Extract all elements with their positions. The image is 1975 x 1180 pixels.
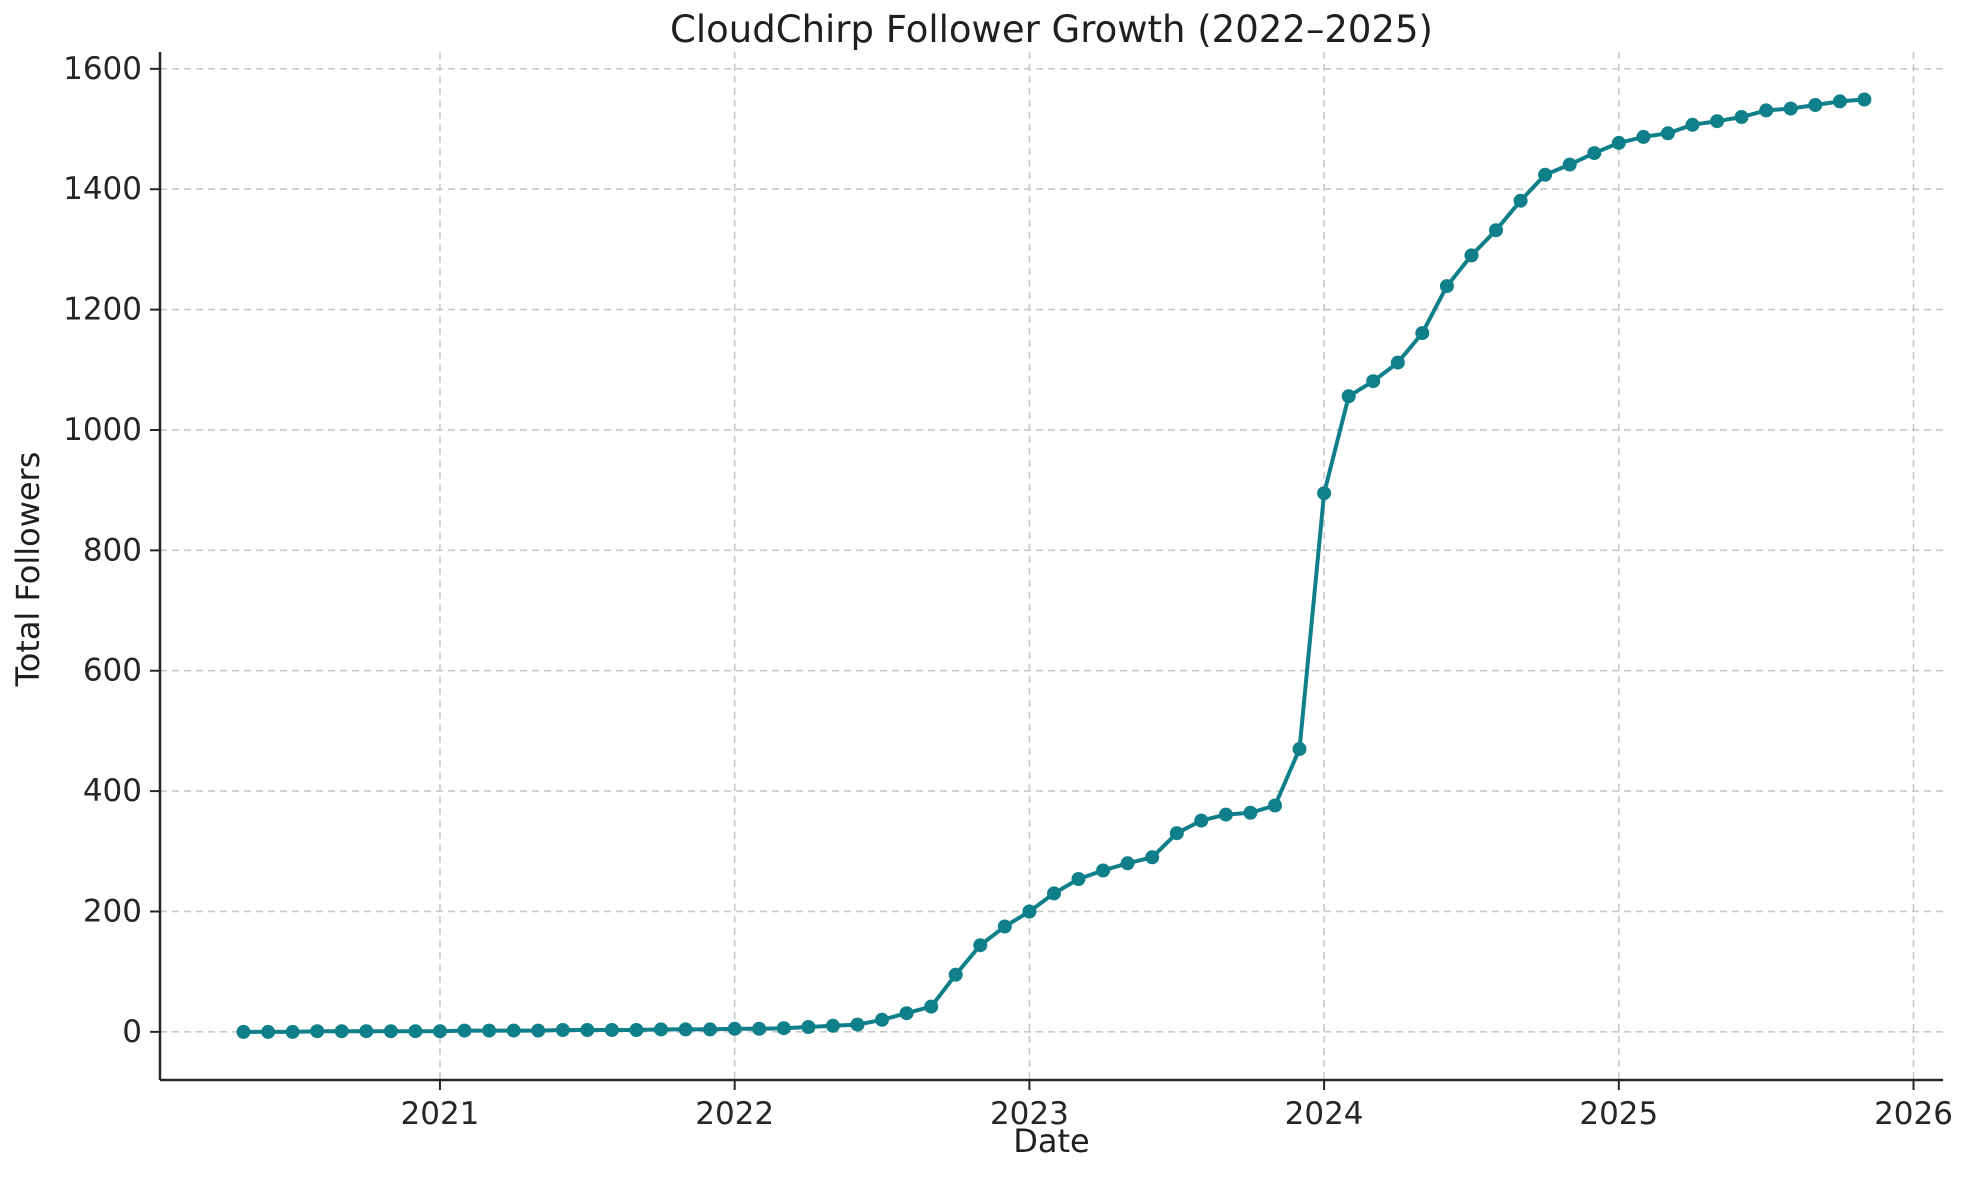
data-point-marker — [1071, 872, 1086, 886]
y-tick-label: 1600 — [63, 51, 142, 87]
y-tick-label: 1400 — [63, 171, 142, 207]
data-point-marker — [261, 1024, 276, 1039]
data-point-marker — [433, 1024, 447, 1039]
data-point-marker — [236, 1024, 251, 1039]
data-point-marker — [408, 1024, 423, 1039]
data-point-marker — [1587, 146, 1602, 161]
data-point-marker — [654, 1022, 668, 1037]
data-point-marker — [1096, 863, 1111, 878]
data-point-marker — [1857, 92, 1872, 107]
data-point-marker — [1562, 157, 1577, 172]
data-point-marker — [457, 1023, 472, 1038]
data-point-marker — [629, 1023, 644, 1037]
data-point-marker — [1464, 248, 1479, 263]
data-point-marker — [776, 1021, 791, 1036]
data-point-marker — [1611, 135, 1626, 150]
y-tick-label: 400 — [83, 773, 142, 809]
data-point-marker — [1832, 94, 1847, 109]
data-point-marker — [997, 919, 1012, 934]
data-point-marker — [1194, 813, 1209, 828]
y-tick-label: 600 — [83, 653, 142, 689]
x-tick-label: 2025 — [1579, 1096, 1658, 1132]
y-tick-label: 1200 — [63, 292, 142, 328]
data-point-marker — [1341, 389, 1356, 404]
y-tick-label: 200 — [83, 893, 142, 929]
data-point-marker — [1268, 798, 1282, 813]
data-point-marker — [1243, 805, 1258, 820]
data-point-marker — [973, 938, 988, 953]
data-point-marker — [531, 1023, 546, 1038]
y-tick-label: 1000 — [63, 412, 142, 448]
data-point-marker — [850, 1017, 865, 1032]
data-point-marker — [1317, 486, 1332, 501]
y-tick-label: 0 — [122, 1014, 142, 1050]
data-point-marker — [334, 1024, 349, 1039]
data-point-marker — [1390, 355, 1405, 370]
data-point-marker — [1218, 807, 1233, 822]
data-point-marker — [1660, 126, 1675, 141]
data-point-marker — [1145, 850, 1160, 865]
data-point-marker — [604, 1023, 619, 1037]
data-point-marker — [1685, 117, 1700, 132]
data-point-marker — [948, 967, 963, 982]
x-tick-label: 2021 — [401, 1096, 480, 1132]
data-point-marker — [555, 1023, 570, 1037]
data-point-marker — [727, 1021, 742, 1036]
data-point-marker — [1783, 101, 1798, 116]
data-point-marker — [1439, 279, 1454, 294]
data-point-marker — [1415, 326, 1430, 341]
data-point-marker — [924, 999, 939, 1014]
x-tick-label: 2023 — [990, 1096, 1069, 1132]
data-point-marker — [580, 1023, 595, 1037]
x-axis-label: Date — [1013, 1122, 1090, 1160]
data-point-marker — [875, 1012, 889, 1027]
y-axis-label: Total Followers — [9, 451, 47, 687]
data-point-marker — [482, 1023, 497, 1038]
data-point-marker — [1710, 114, 1725, 129]
data-point-marker — [1120, 856, 1135, 871]
data-point-marker — [752, 1021, 767, 1036]
data-point-marker — [1808, 98, 1823, 112]
data-point-marker — [899, 1006, 914, 1021]
y-tick-label: 800 — [83, 532, 142, 568]
data-point-marker — [1636, 129, 1651, 144]
data-point-marker — [1022, 904, 1037, 919]
chart-title: CloudChirp Follower Growth (2022–2025) — [670, 8, 1433, 51]
x-tick-label: 2026 — [1874, 1096, 1953, 1132]
data-point-marker — [1489, 223, 1503, 238]
x-tick-label: 2024 — [1285, 1096, 1364, 1132]
data-point-marker — [1759, 103, 1774, 118]
data-point-marker — [1047, 886, 1061, 901]
data-point-marker — [1366, 374, 1381, 389]
data-point-marker — [359, 1024, 374, 1039]
data-point-marker — [1734, 110, 1749, 124]
data-point-marker — [310, 1024, 325, 1039]
data-point-marker — [703, 1022, 718, 1037]
data-point-marker — [1292, 742, 1307, 756]
data-point-marker — [678, 1022, 693, 1037]
data-point-marker — [285, 1024, 300, 1039]
x-tick-label: 2022 — [695, 1096, 774, 1132]
data-point-marker — [1169, 826, 1184, 841]
data-point-marker — [1538, 167, 1553, 182]
data-point-marker — [825, 1018, 840, 1033]
data-point-marker — [801, 1020, 816, 1034]
data-point-marker — [383, 1024, 398, 1039]
data-point-marker — [506, 1023, 521, 1038]
data-point-marker — [1513, 193, 1528, 208]
